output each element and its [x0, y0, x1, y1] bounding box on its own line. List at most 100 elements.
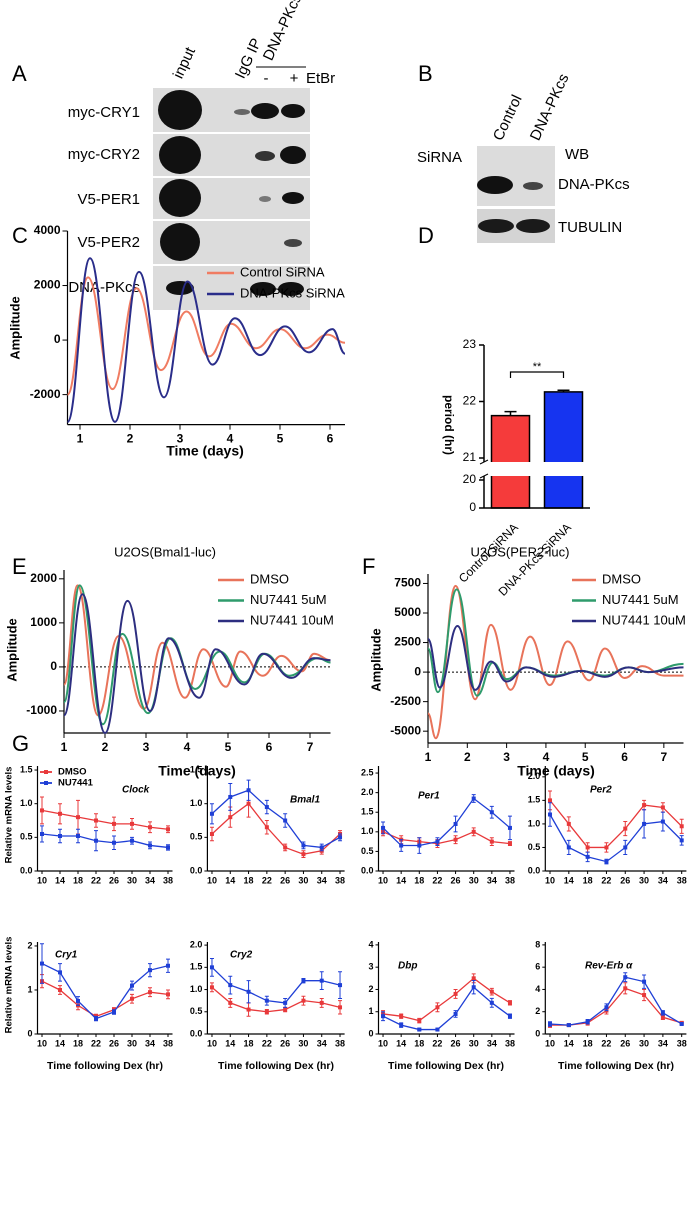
- x-tick-label: 22: [432, 876, 442, 886]
- y-tick-label: 2000: [30, 571, 57, 585]
- y-tick-label: 0: [535, 1028, 540, 1038]
- x-tick-label: 38: [335, 876, 345, 886]
- x-tick-label: 18: [414, 1039, 424, 1049]
- data-point: [585, 854, 590, 859]
- treatment-label: EtBr: [306, 70, 335, 87]
- panel-label: C: [12, 223, 28, 248]
- x-tick-label: 10: [37, 876, 47, 886]
- y-tick-label: 2500: [394, 635, 421, 649]
- x-tick-label: 30: [298, 876, 308, 886]
- series-line: [41, 980, 169, 1018]
- x-tick-label: 2: [102, 740, 109, 754]
- data-point: [417, 843, 422, 848]
- x-tick-label: 38: [505, 1039, 515, 1049]
- panel-label: B: [418, 61, 433, 86]
- data-point: [453, 991, 458, 996]
- chart-title: U2OS(PER2-luc): [471, 544, 570, 559]
- data-point: [112, 840, 116, 845]
- data-point: [566, 1023, 571, 1028]
- lane-label: -: [264, 70, 269, 87]
- x-tick-label: 10: [545, 1039, 555, 1049]
- x-tick-label: 10: [207, 1039, 217, 1049]
- chart-title: Per2: [590, 785, 612, 796]
- x-tick-label: 5: [582, 750, 589, 764]
- data-point: [338, 983, 343, 988]
- series-line: [382, 977, 511, 1022]
- legend-label: NU7441 5uM: [250, 592, 327, 607]
- x-tick-label: 18: [583, 1039, 593, 1049]
- data-point: [381, 1014, 386, 1019]
- blot-a: [153, 88, 310, 310]
- data-point: [566, 845, 571, 850]
- data-point: [435, 839, 440, 844]
- legend-label: NU7441 5uM: [602, 592, 679, 607]
- y-tick-label: 2.0: [190, 939, 203, 949]
- x-tick-label: 34: [487, 876, 497, 886]
- x-tick-label: 26: [451, 1039, 461, 1049]
- x-tick-label: 30: [469, 876, 479, 886]
- x-tick-label: 30: [639, 1039, 649, 1049]
- data-point: [301, 843, 306, 848]
- x-tick-label: 1: [77, 431, 84, 445]
- row-label: V5-PER2: [77, 234, 140, 251]
- data-point: [471, 796, 476, 801]
- y-tick-label: 2: [535, 1006, 540, 1016]
- x-tick-label: 18: [244, 1039, 254, 1049]
- data-point: [130, 983, 134, 988]
- y-tick-label: 1.5: [190, 764, 203, 774]
- x-tick-label: 26: [109, 876, 119, 886]
- x-tick-label: 22: [91, 876, 101, 886]
- x-tick-label: 34: [145, 876, 155, 886]
- x-tick-label: 30: [127, 876, 137, 886]
- chart-title: Cry1: [55, 950, 78, 961]
- row-label: myc-CRY1: [68, 104, 140, 121]
- legend-label: NU7441: [58, 778, 94, 789]
- x-tick-label: 38: [163, 876, 173, 886]
- y-axis-title: Amplitude: [368, 628, 383, 692]
- data-point: [453, 1011, 458, 1016]
- data-point: [76, 815, 80, 820]
- column-label: Control: [490, 92, 526, 143]
- data-point: [679, 824, 684, 829]
- y-tick-label: 2.0: [528, 771, 541, 781]
- y-tick-label: 0.0: [190, 865, 203, 875]
- y-tick-label: 0.5: [190, 832, 203, 842]
- legend-label: NU7441 10uM: [250, 612, 334, 627]
- y-axis-title: Relative mRNA levels: [4, 767, 15, 864]
- x-tick-label: 26: [280, 876, 290, 886]
- data-point: [435, 1027, 440, 1032]
- x-tick-label: 14: [564, 876, 574, 886]
- x-tick-label: 30: [469, 1039, 479, 1049]
- x-tick-label: 4: [543, 750, 550, 764]
- legend-marker: [44, 770, 48, 774]
- data-point: [381, 825, 386, 830]
- y-tick-label: 1000: [30, 615, 57, 629]
- chart-title: Clock: [122, 785, 150, 796]
- error-bar: [557, 389, 570, 392]
- x-tick-label: 22: [91, 1039, 101, 1049]
- panel-label: A: [12, 61, 27, 86]
- series-line: [549, 814, 683, 863]
- data-point: [112, 1009, 116, 1014]
- y-tick-label: -5000: [390, 723, 421, 737]
- data-point: [58, 970, 62, 975]
- y-tick-label: 1.0: [528, 818, 541, 828]
- x-tick-label: 7: [661, 750, 668, 764]
- blot-bands: [158, 90, 306, 296]
- axis-break-gap: [476, 462, 590, 476]
- row-label: myc-CRY2: [68, 146, 140, 163]
- series-line: [66, 257, 346, 423]
- x-tick-label: 14: [225, 1039, 235, 1049]
- y-tick-label: 0.5: [361, 846, 374, 856]
- legend-marker: [44, 781, 48, 785]
- y-tick-label: -1000: [26, 703, 57, 717]
- y-tick-label: 0.0: [361, 865, 374, 875]
- y-axis-title: Amplitude: [4, 618, 19, 682]
- x-tick-label: 3: [143, 740, 150, 754]
- series-line: [211, 802, 341, 855]
- data-point: [264, 825, 269, 830]
- data-point: [507, 841, 512, 846]
- x-tick-label: 14: [55, 1039, 65, 1049]
- y-tick-label: 0: [27, 1028, 32, 1038]
